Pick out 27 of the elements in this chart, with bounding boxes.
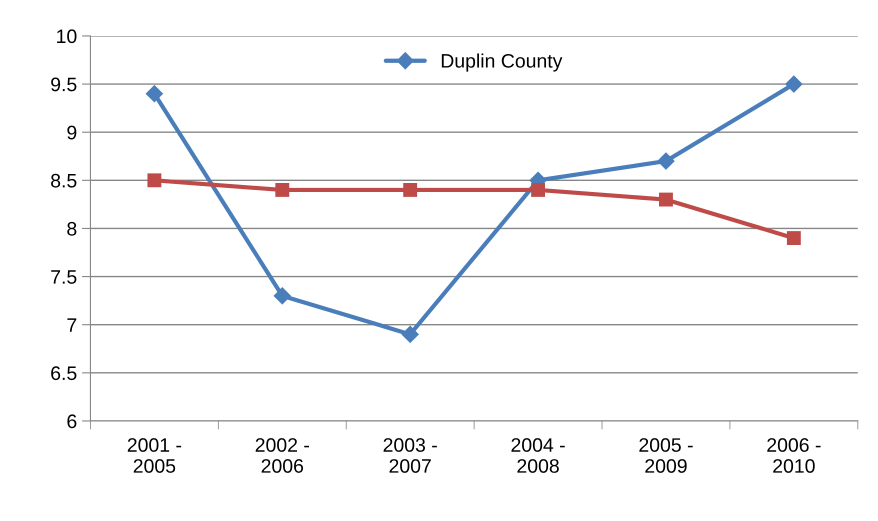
y-tick-label: 6.5 — [51, 366, 76, 380]
x-tick-label: 2004 - 2008 — [511, 438, 565, 473]
x-tick-label: 2005 - 2009 — [639, 438, 693, 473]
point — [785, 76, 802, 93]
x-tick-label: 2003 - 2007 — [384, 438, 437, 473]
point — [659, 192, 673, 207]
point — [146, 85, 163, 102]
y-tick-label: 10 — [57, 29, 76, 44]
point — [147, 173, 162, 188]
point — [274, 287, 291, 304]
y-tick-label: 9.5 — [51, 78, 76, 92]
point — [531, 183, 546, 197]
y-tick-label: 9 — [67, 126, 76, 140]
point — [403, 183, 418, 197]
y-tick-label: 8 — [67, 222, 76, 236]
x-tick-label: 2002 - 2006 — [256, 438, 309, 473]
y-tick-label: 6 — [67, 414, 76, 428]
y-tick-label: 7 — [67, 318, 76, 332]
point — [402, 326, 419, 343]
point — [275, 183, 290, 197]
y-tick-label: 8.5 — [51, 174, 76, 188]
y-tick-label: 7.5 — [51, 270, 76, 284]
x-tick-label: 2006 - 2010 — [767, 438, 821, 473]
x-tick-label: 2001 - 2005 — [128, 438, 182, 473]
point — [657, 152, 675, 170]
point — [786, 231, 801, 246]
legend-label: Duplin County — [442, 53, 562, 72]
